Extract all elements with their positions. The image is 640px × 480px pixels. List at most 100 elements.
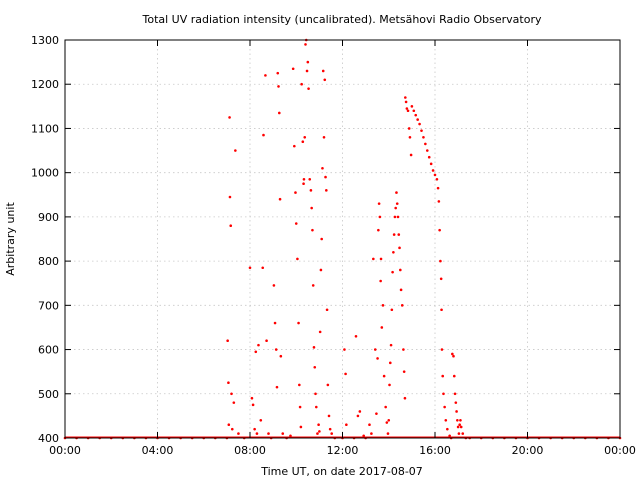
data-point <box>406 109 410 113</box>
data-point <box>298 405 302 409</box>
x-tick-label: 20:00 <box>512 444 544 457</box>
data-point <box>301 140 305 144</box>
data-point <box>354 334 358 338</box>
data-point <box>307 87 310 90</box>
x-axis-label: Time UT, on date 2017-08-07 <box>260 465 423 478</box>
data-point <box>418 122 421 126</box>
data-point <box>389 343 393 347</box>
data-point <box>451 352 454 356</box>
y-tick-label: 700 <box>38 299 59 312</box>
data-point <box>438 228 441 232</box>
data-point <box>312 346 316 349</box>
data-point <box>439 277 443 281</box>
data-point <box>452 374 456 378</box>
data-point <box>379 279 382 283</box>
data-point <box>322 135 326 139</box>
data-point <box>368 423 371 427</box>
data-point <box>328 427 332 431</box>
data-point <box>457 432 461 435</box>
data-point <box>404 96 407 99</box>
data-point <box>437 200 441 203</box>
data-point <box>405 107 409 110</box>
x-tick-label: 00:00 <box>49 444 81 457</box>
data-point <box>254 350 258 354</box>
data-point <box>400 304 404 307</box>
grid-lines <box>65 40 620 438</box>
data-point <box>356 414 360 418</box>
data-point <box>446 427 449 431</box>
data-point <box>302 178 306 181</box>
data-point <box>227 423 231 427</box>
data-point <box>309 189 313 192</box>
data-point <box>422 135 425 139</box>
data-point <box>320 237 323 241</box>
data-point <box>228 195 232 199</box>
data-point <box>273 321 277 325</box>
data-point <box>302 182 305 186</box>
data-point <box>345 423 348 427</box>
y-tick-label: 500 <box>38 388 59 401</box>
data-point <box>279 354 283 358</box>
data-point <box>300 82 303 86</box>
data-point <box>272 284 276 287</box>
data-point <box>455 410 458 413</box>
data-point <box>277 85 280 88</box>
data-point <box>440 308 443 312</box>
data-point <box>453 392 457 396</box>
data-point <box>262 133 265 137</box>
data-point <box>382 374 386 378</box>
x-tick-label: 00:00 <box>604 444 636 457</box>
y-tick-label: 1000 <box>31 167 59 180</box>
data-point <box>248 266 252 270</box>
data-point <box>230 427 234 431</box>
data-point <box>316 432 319 435</box>
data-point <box>399 288 403 292</box>
data-point <box>431 169 435 172</box>
data-point <box>230 392 233 396</box>
data-point <box>344 372 347 376</box>
data-point <box>314 392 317 396</box>
data-point <box>425 149 429 152</box>
data-point <box>228 116 231 119</box>
data-point <box>237 432 240 435</box>
data-point <box>250 396 254 400</box>
data-point <box>452 354 455 358</box>
data-point <box>229 224 233 228</box>
data-point <box>458 423 461 427</box>
data-point <box>393 215 397 219</box>
data-point <box>325 308 329 312</box>
data-point <box>461 432 465 435</box>
data-point <box>390 308 394 312</box>
data-point <box>459 425 463 429</box>
data-point <box>441 374 445 378</box>
data-point <box>439 259 442 263</box>
data-point <box>443 405 446 409</box>
data-point <box>274 348 278 351</box>
data-point <box>232 401 236 404</box>
data-point <box>255 432 259 435</box>
data-point <box>376 357 379 360</box>
x-tick-label: 04:00 <box>142 444 174 457</box>
y-tick-label: 600 <box>38 344 59 357</box>
data-point <box>388 383 391 387</box>
y-axis-label: Arbitrary unit <box>4 202 17 276</box>
data-point <box>420 129 423 132</box>
data-point <box>404 100 408 104</box>
data-point <box>397 233 401 236</box>
data-point <box>299 425 303 429</box>
data-point <box>294 222 298 225</box>
data-point <box>330 432 334 435</box>
data-point <box>402 370 406 373</box>
data-point <box>313 365 317 369</box>
data-point <box>433 173 437 177</box>
data-point <box>372 257 375 261</box>
data-point <box>294 191 297 194</box>
data-point <box>456 425 460 429</box>
data-point <box>444 419 448 422</box>
x-tick-label: 08:00 <box>234 444 266 457</box>
data-point <box>257 343 260 347</box>
data-point <box>319 268 323 272</box>
x-tick-label: 16:00 <box>419 444 451 457</box>
data-point <box>392 250 395 254</box>
data-point <box>343 348 346 351</box>
